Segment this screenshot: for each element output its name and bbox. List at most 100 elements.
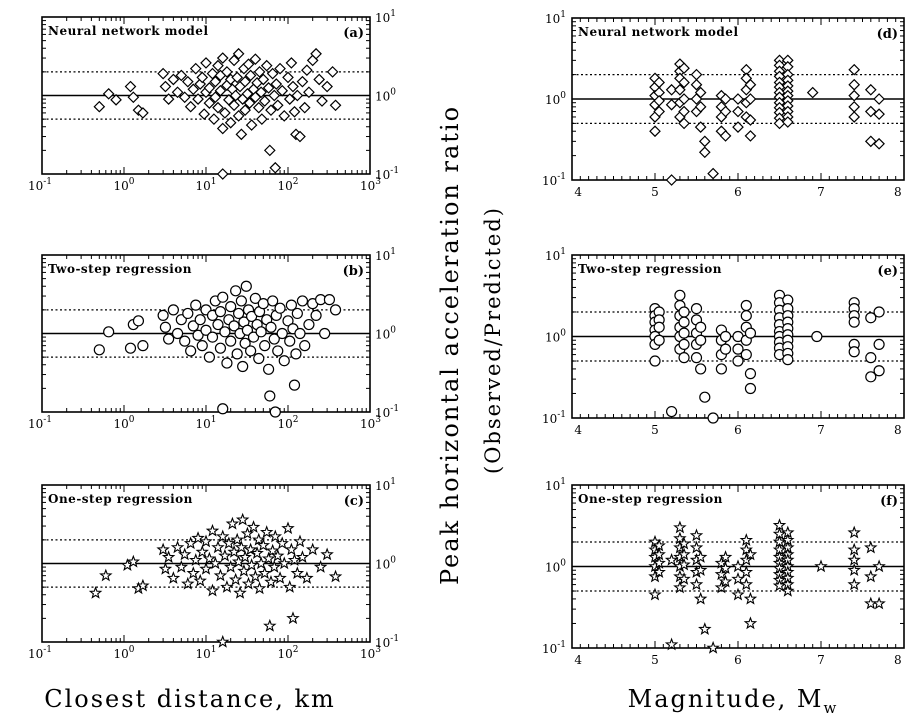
data-point	[220, 580, 234, 593]
y-tick-label-base: 10	[545, 331, 560, 345]
y-tick-label-base: 10	[375, 168, 390, 182]
x-tick-label-exponent: 0	[129, 177, 135, 187]
data-point	[707, 412, 719, 424]
data-point	[269, 406, 281, 418]
data-point	[781, 583, 795, 597]
data-point	[244, 69, 257, 82]
x-tick-label: 103	[360, 645, 381, 661]
data-point	[320, 547, 334, 561]
x-tick-label-base: 10	[28, 417, 43, 431]
data-point	[873, 137, 885, 150]
data-point	[290, 566, 305, 580]
data-point	[103, 326, 115, 338]
x-tick-label: 4	[574, 185, 582, 199]
data-point	[124, 80, 137, 93]
y-tick-label-base: 10	[542, 174, 557, 188]
data-point	[714, 556, 729, 569]
data-point	[268, 333, 280, 345]
panel-c-title: One-step regression	[48, 492, 193, 506]
x-tick-label: 100	[113, 645, 134, 661]
data-point	[195, 544, 209, 558]
data-point	[678, 306, 690, 318]
data-point	[814, 559, 828, 573]
data-point	[740, 348, 752, 361]
data-point	[781, 116, 794, 128]
data-point	[158, 561, 173, 575]
data-point	[237, 564, 251, 577]
data-point	[261, 551, 276, 565]
data-point	[232, 47, 245, 60]
y-tick-label-base: 10	[545, 249, 560, 263]
data-point	[693, 550, 708, 563]
data-point	[689, 540, 704, 554]
data-point	[848, 63, 861, 76]
data-point	[719, 93, 732, 105]
y-tick-label-exponent: -1	[390, 166, 399, 176]
data-point	[228, 54, 240, 67]
data-point	[199, 561, 213, 575]
data-point	[695, 321, 707, 333]
x-tick-label-base: 10	[360, 179, 375, 193]
data-point	[873, 365, 885, 377]
panel-a-letter: (a)	[343, 26, 364, 41]
data-point	[263, 618, 277, 632]
data-point	[648, 587, 662, 601]
data-point	[271, 99, 284, 112]
y-tick-label: 100	[375, 326, 396, 342]
y-tick-label-base: 10	[375, 636, 390, 650]
data-point	[678, 93, 690, 105]
data-point	[205, 523, 220, 537]
data-point	[848, 78, 861, 91]
data-point	[649, 125, 661, 138]
data-point	[698, 135, 711, 148]
data-point	[241, 324, 254, 336]
data-point	[228, 572, 243, 586]
data-point	[159, 80, 172, 93]
data-point	[316, 95, 328, 107]
data-point	[198, 108, 211, 120]
data-point	[678, 62, 690, 75]
data-point	[739, 552, 754, 566]
data-point	[732, 355, 744, 367]
data-point	[848, 111, 861, 123]
y-tick-label-exponent: -1	[557, 172, 566, 182]
data-point	[873, 338, 885, 350]
data-point	[212, 101, 224, 114]
data-point	[278, 110, 291, 122]
data-point	[864, 569, 878, 583]
data-point	[300, 571, 314, 584]
data-point	[699, 391, 711, 403]
data-point	[181, 75, 194, 88]
x-tick-label-base: 10	[28, 647, 43, 661]
data-point	[217, 291, 229, 303]
data-point	[678, 352, 690, 364]
data-point	[274, 302, 286, 314]
data-point	[102, 87, 115, 100]
data-point	[673, 580, 687, 594]
data-point	[216, 122, 229, 135]
y-tick-label-exponent: 0	[390, 326, 396, 336]
data-point	[719, 130, 732, 142]
data-point	[225, 301, 237, 313]
data-point	[212, 59, 224, 72]
y-tick-label-base: 10	[542, 412, 557, 426]
data-point	[259, 525, 274, 538]
data-point	[864, 540, 878, 554]
x-tick-label: 5	[651, 653, 659, 667]
data-point	[267, 560, 282, 573]
y-tick-label: 100	[545, 329, 566, 345]
data-point	[194, 314, 206, 326]
data-point	[239, 104, 251, 117]
data-point	[313, 73, 326, 86]
data-point	[328, 569, 343, 583]
data-point	[127, 91, 140, 104]
x-tick-label-exponent: 0	[129, 415, 135, 425]
data-point	[678, 338, 690, 350]
data-point	[216, 529, 230, 543]
x-tick-label-base: 10	[195, 647, 210, 661]
data-point	[649, 355, 661, 367]
data-point	[303, 86, 315, 99]
data-point	[257, 298, 269, 310]
data-point	[744, 368, 757, 380]
data-point	[677, 547, 691, 561]
